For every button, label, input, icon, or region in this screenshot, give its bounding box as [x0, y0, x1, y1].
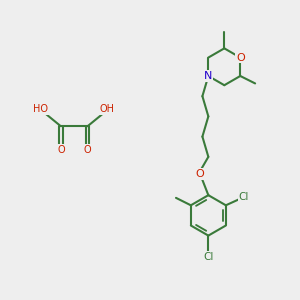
- Text: Cl: Cl: [238, 192, 249, 202]
- Text: N: N: [204, 71, 212, 81]
- Text: O: O: [57, 145, 64, 155]
- Text: HO: HO: [33, 104, 48, 114]
- Text: OH: OH: [100, 104, 115, 114]
- Text: O: O: [236, 52, 244, 63]
- Text: Cl: Cl: [203, 252, 214, 262]
- Text: O: O: [195, 169, 204, 179]
- Text: O: O: [84, 145, 92, 155]
